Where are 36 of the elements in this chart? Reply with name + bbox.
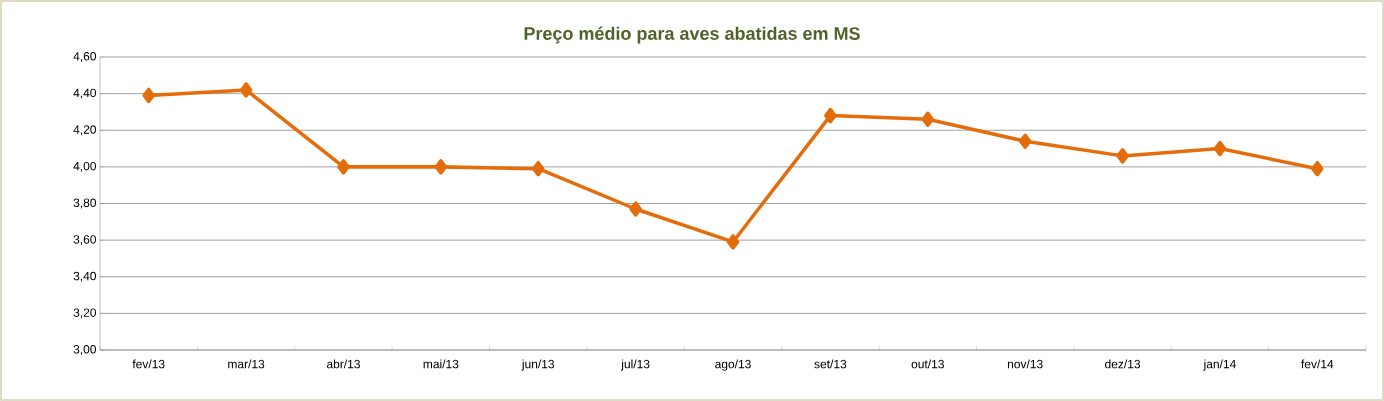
point: [1018, 133, 1032, 149]
point: [1213, 140, 1227, 157]
point: [434, 159, 448, 175]
y-tick-label: 3,00: [73, 345, 97, 355]
y-tick-label: 3,80: [73, 198, 97, 209]
x-tick-label: jan/14: [1203, 359, 1236, 371]
y-tick-label: 4,40: [73, 88, 97, 99]
x-tick-label: mai/13: [423, 359, 459, 369]
x-tick-label: dez/13: [1105, 359, 1141, 369]
point: [1116, 148, 1129, 164]
point: [824, 107, 837, 124]
point: [142, 87, 155, 104]
x-tick-label: jun/13: [521, 359, 555, 371]
y-tick-label: 4,00: [73, 161, 97, 172]
x-tick-label: jul/13: [620, 359, 650, 371]
point: [337, 159, 350, 175]
x-tick-label: set/13: [814, 359, 847, 369]
point: [239, 82, 253, 98]
y-tick-label: 3,20: [73, 308, 97, 319]
point: [921, 111, 935, 128]
x-tick-label: mar/13: [228, 359, 265, 369]
x-tick-label: abr/13: [326, 359, 360, 369]
x-tick-label: out/13: [911, 359, 944, 369]
x-tick-label: fev/14: [1301, 359, 1334, 369]
chart-title: Preço médio para aves abatidas em MS: [524, 26, 860, 44]
y-tick-label: 4,60: [73, 52, 97, 62]
point: [531, 160, 545, 177]
x-tick-label: fev/13: [132, 359, 165, 369]
point: [1311, 160, 1324, 177]
point: [629, 201, 642, 217]
y-tick-label: 3,40: [73, 271, 97, 282]
y-tick-label: 3,60: [73, 235, 97, 246]
x-tick-label: nov/13: [1007, 359, 1043, 369]
y-tick-label: 4,20: [73, 125, 97, 136]
x-tick-label: ago/13: [715, 359, 751, 371]
point: [726, 234, 740, 250]
